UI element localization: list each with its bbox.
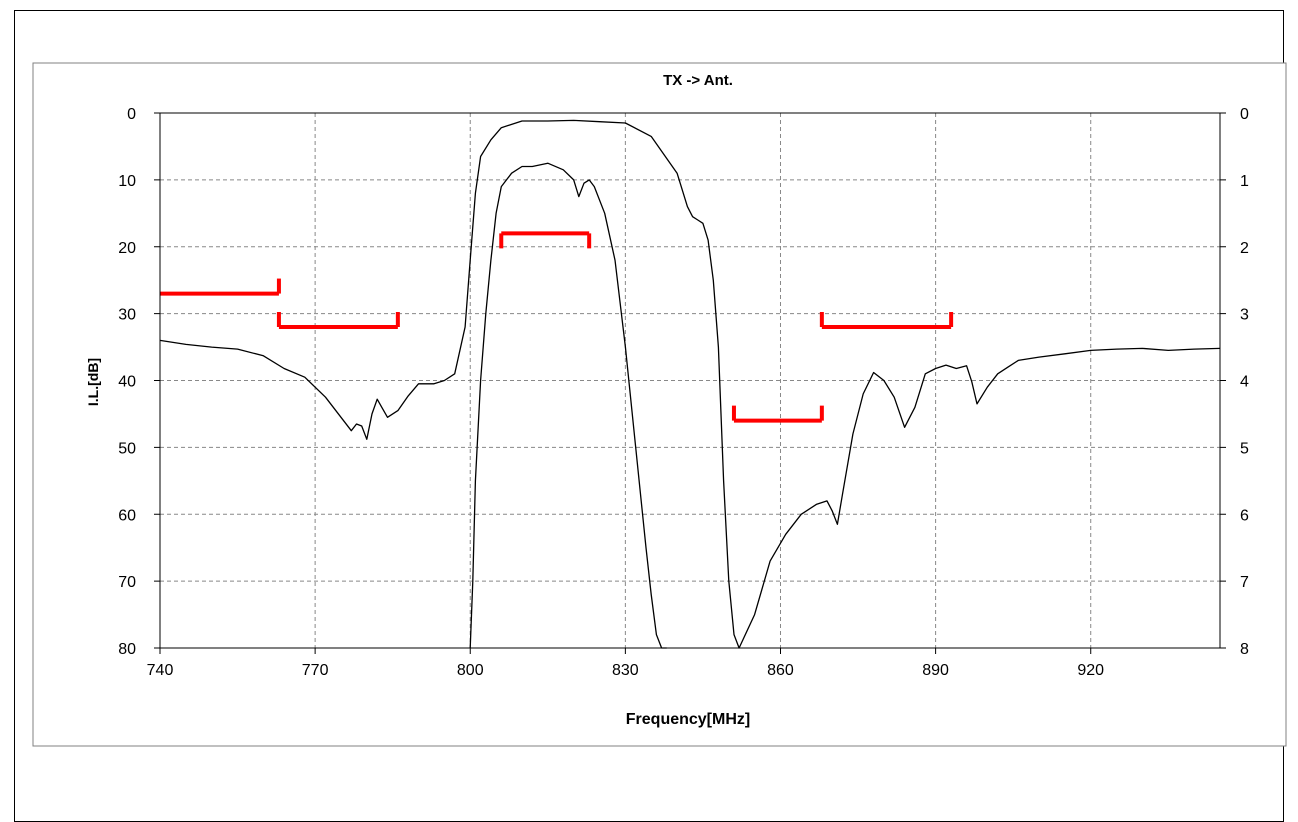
series	[159, 119, 1221, 649]
y2-tick-label: 7	[1240, 574, 1249, 591]
x-axis-label: Frequency[MHz]	[626, 711, 750, 728]
y2-tick-label: 6	[1240, 507, 1249, 524]
spec-mask	[499, 231, 592, 249]
y-tick-label: 50	[118, 440, 136, 457]
spec-mask	[276, 312, 400, 329]
y-tick-label: 0	[127, 106, 136, 123]
y-tick-label: 80	[118, 641, 136, 658]
x-tick-label: 740	[147, 662, 174, 679]
y-tick-label: 40	[118, 374, 136, 391]
spec-masks	[160, 231, 954, 423]
chart-title: TX -> Ant.	[663, 72, 733, 89]
y2-tick-label: 8	[1240, 641, 1249, 658]
x-tick-label: 800	[457, 662, 484, 679]
y-tick-label: 60	[118, 507, 136, 524]
y2-tick-label: 5	[1240, 440, 1249, 457]
x-tick-label: 920	[1077, 662, 1104, 679]
y2-tick-label: 4	[1240, 374, 1249, 391]
y-tick-label: 30	[118, 307, 136, 324]
chart-area-border	[32, 62, 1287, 747]
plot-area-border	[159, 112, 1221, 649]
y2-tick-label: 1	[1240, 173, 1249, 190]
y2-tick-label: 0	[1240, 106, 1249, 123]
y2-tick-label: 2	[1240, 240, 1249, 257]
y-tick-label: 10	[118, 173, 136, 190]
x-tick-label: 860	[767, 662, 794, 679]
y-axis-label: I.L.[dB]	[85, 358, 101, 406]
series-line-2	[469, 162, 667, 649]
x-tick-label: 770	[302, 662, 329, 679]
spec-mask	[819, 312, 954, 329]
grid	[160, 113, 1220, 648]
y-tick-label: 70	[118, 574, 136, 591]
spec-mask	[731, 405, 824, 423]
x-tick-label: 830	[612, 662, 639, 679]
spec-mask	[160, 278, 281, 296]
y-tick-label: 20	[118, 240, 136, 257]
x-tick-label: 890	[922, 662, 949, 679]
y2-tick-label: 3	[1240, 307, 1249, 324]
series-line-1	[159, 119, 1221, 649]
